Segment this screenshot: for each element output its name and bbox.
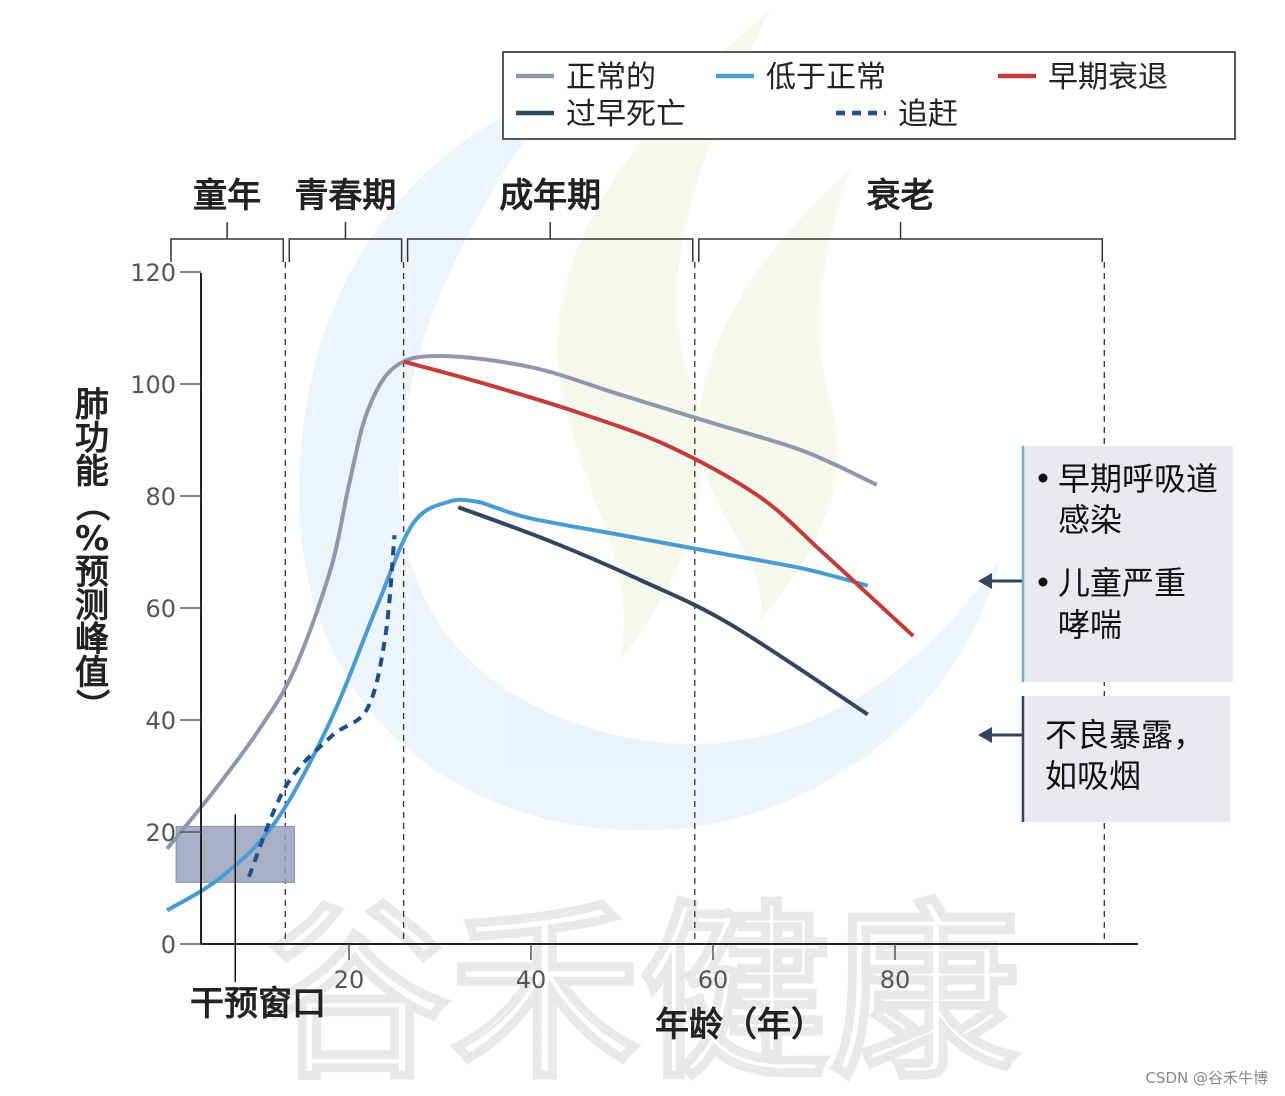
series-line-0: [165, 353, 878, 851]
phase-bracket: [698, 238, 1104, 262]
phase-label: 青春期: [294, 176, 396, 216]
x-tick-label: 40: [516, 966, 547, 994]
legend-label: 正常的: [566, 60, 656, 95]
axes: 0 20 40 60 80 100 120 20 40 60 80: [130, 259, 1138, 994]
legend-label: 早期衰退: [1048, 60, 1168, 95]
y-axis-title-char: 峰: [75, 620, 109, 660]
series-line-3: [457, 505, 869, 717]
phase-brackets: 童年 青春期 成年期 衰老: [170, 176, 1104, 262]
annotation-box-infections: 早期呼吸道 感染 儿童严重 哮喘: [1021, 446, 1233, 682]
y-tick-label: 60: [145, 595, 176, 623]
y-tick-label: 0: [161, 931, 176, 959]
legend-label: 低于正常: [766, 60, 886, 95]
phase-label: 童年: [193, 176, 261, 216]
annotation-2-line-2: 如吸烟: [1045, 757, 1141, 795]
bullet-dot: [1038, 577, 1048, 587]
series-line-4: [247, 535, 397, 878]
y-axis-title-char: （: [71, 488, 111, 522]
series-line-1: [165, 497, 869, 913]
annotation-2-line-1: 不良暴露，: [1045, 716, 1205, 754]
phase-bracket: [170, 238, 285, 262]
x-tick-label: 60: [698, 966, 729, 994]
legend-label: 追赶: [898, 97, 958, 132]
y-tick-label: 40: [145, 707, 176, 735]
annotation-1-line-2: 感染: [1058, 501, 1122, 539]
y-axis-title-char: 功: [75, 419, 109, 459]
legend-label: 过早死亡: [566, 97, 686, 132]
annotation-box-exposure: 不良暴露， 如吸烟: [1021, 696, 1230, 822]
series-layer: [165, 353, 915, 913]
bullet-dot: [1038, 473, 1048, 483]
annotation-1-line-1: 早期呼吸道: [1058, 460, 1218, 498]
y-tick-label: 80: [145, 483, 176, 511]
x-tick-label: 20: [334, 966, 365, 994]
y-axis-title-char: ）: [71, 689, 111, 723]
annotation-arrow-2: [978, 727, 1022, 743]
watermark-text: 谷禾健康: [260, 884, 1020, 1096]
x-axis-title: 年龄（年）: [655, 1005, 825, 1045]
legend-frame: [502, 51, 1236, 140]
y-axis-title-char: 肺: [75, 385, 109, 425]
y-tick-label: 20: [145, 819, 176, 847]
phase-label: 成年期: [499, 176, 601, 216]
y-axis-title-char: 预: [75, 553, 109, 593]
y-axis-title-char: %: [75, 519, 109, 559]
annotation-arrow-1: [978, 573, 1022, 589]
y-tick-label: 120: [130, 259, 176, 287]
series-line-2: [403, 359, 915, 638]
x-tick-label: 80: [880, 966, 911, 994]
annotation-1-line-4: 哮喘: [1058, 606, 1122, 644]
y-axis-title-char: 能: [75, 452, 109, 492]
intervention-window-label: 干预窗口: [190, 984, 326, 1024]
y-axis-title-char: 值: [75, 653, 109, 693]
phase-label: 衰老: [867, 176, 935, 216]
y-axis-title-char: 测: [75, 586, 109, 626]
y-tick-label: 100: [130, 371, 176, 399]
watermark-logo: [299, 10, 1000, 831]
annotation-1-line-3: 儿童严重: [1058, 564, 1186, 602]
credit-text: CSDN @谷禾牛博: [1145, 1069, 1268, 1087]
